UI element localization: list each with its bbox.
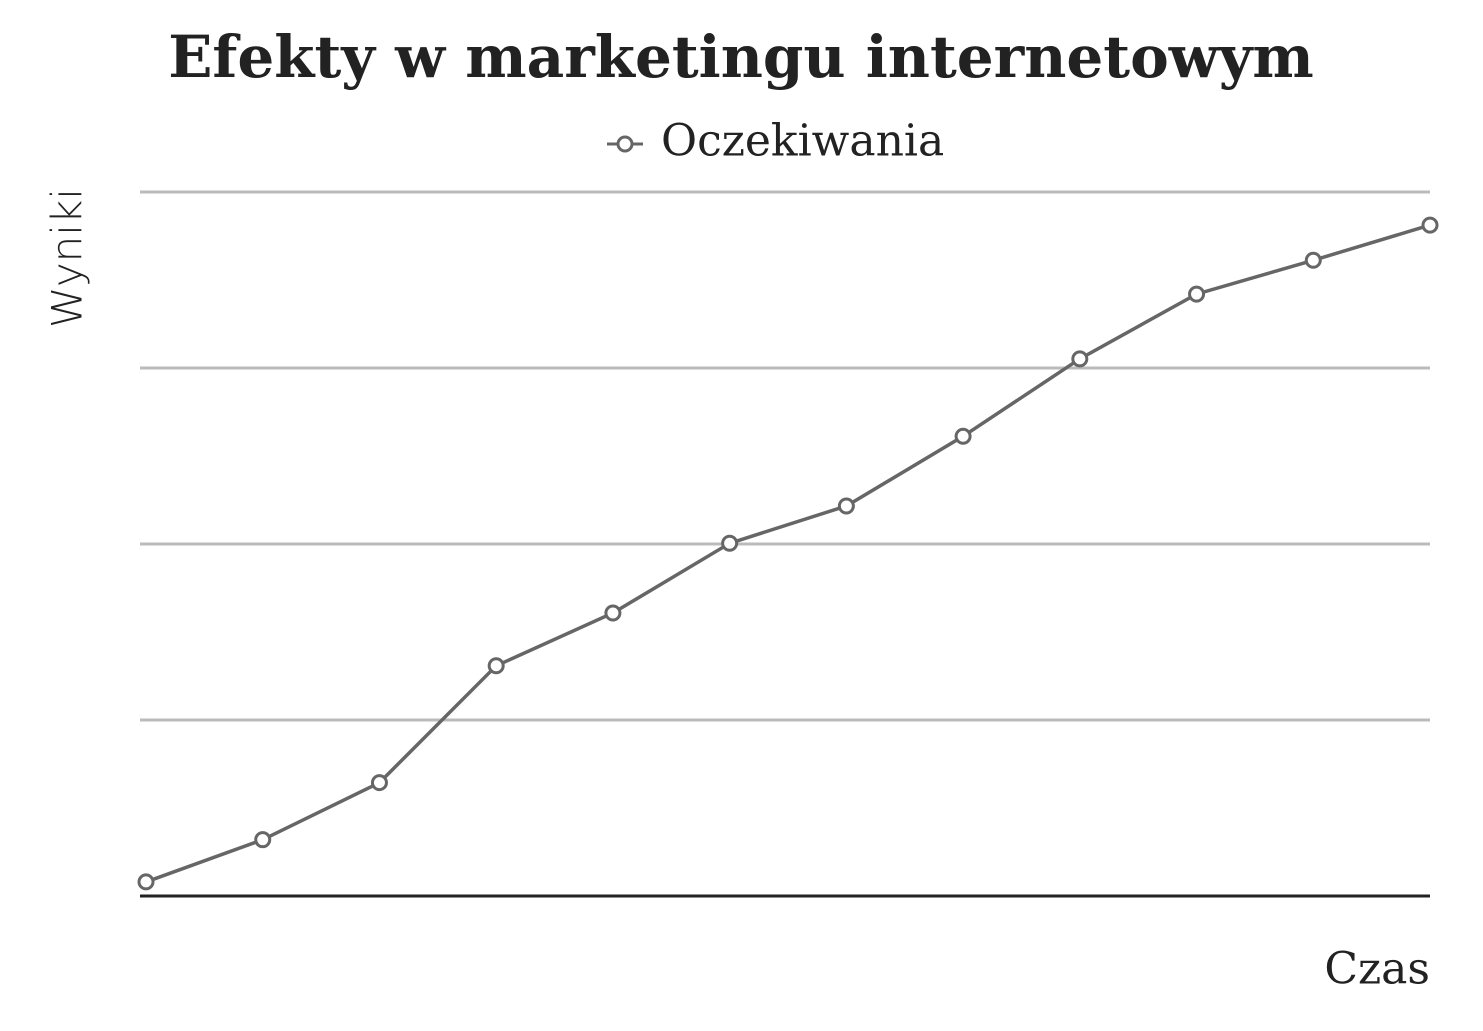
data-point <box>1304 251 1322 269</box>
legend-marker <box>616 135 634 153</box>
data-point <box>1421 216 1439 234</box>
y-axis-label: Wyniki <box>43 188 92 328</box>
x-axis-label: Czas <box>1324 944 1430 995</box>
data-point <box>370 774 388 792</box>
chart-title: Efekty w marketingu internetowym <box>168 23 1314 91</box>
data-point <box>604 604 622 622</box>
data-point <box>1188 285 1206 303</box>
data-point <box>721 534 739 552</box>
data-point <box>137 873 155 891</box>
data-point <box>1071 350 1089 368</box>
data-point <box>254 831 272 849</box>
legend-label: Oczekiwania <box>661 116 944 167</box>
data-point <box>487 657 505 675</box>
series-line <box>145 223 1431 884</box>
data-point <box>954 427 972 445</box>
data-point <box>837 497 855 515</box>
